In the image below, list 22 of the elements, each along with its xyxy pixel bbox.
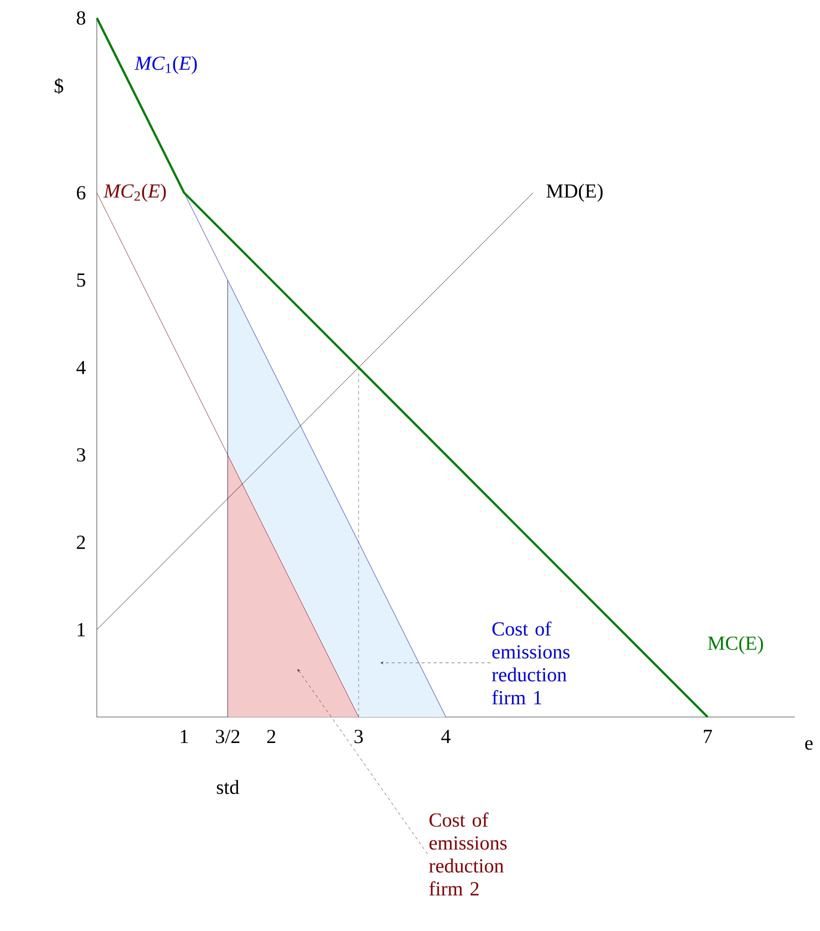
text: std	[216, 780, 240, 794]
y-tick-label: 2	[76, 536, 85, 549]
annotation: Cost of emissions reduction firm 2	[429, 812, 507, 896]
x-tick-label: 3/2	[216, 730, 240, 744]
x-tick-label: 3	[354, 730, 363, 744]
y-tick-label: 6	[76, 186, 86, 200]
series-label: MD(E)	[546, 184, 603, 202]
series-label: MC$_{2}$(E)	[104, 184, 166, 202]
x-axis-title: e	[805, 740, 813, 750]
series-label: MC$_{1}$(E)	[134, 56, 197, 74]
annotation: Cost of emissions reduction firm 1	[492, 621, 570, 704]
y-tick-label: 4	[76, 360, 86, 374]
y-tick-label: 5	[77, 274, 86, 287]
x-tick-label: 1	[180, 730, 188, 743]
y-tick-label: 3	[77, 448, 86, 462]
y-tick-label: 1	[78, 623, 85, 636]
x-tick-label: 4	[441, 730, 451, 743]
x-tick-label: 7	[704, 730, 712, 743]
y-tick-label: 8	[76, 11, 86, 25]
x-tick-label: 2	[267, 730, 276, 744]
text: MC(E)	[708, 636, 763, 654]
y-axis-title: $	[54, 78, 64, 94]
